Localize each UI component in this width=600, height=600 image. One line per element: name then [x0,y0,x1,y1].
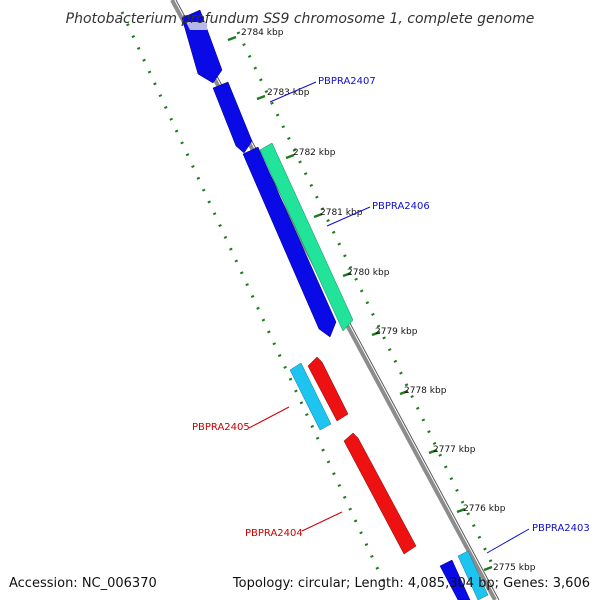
accession-text: Accession: NC_006370 [9,576,157,591]
tick-label-2779: 2779 kbp [375,327,418,337]
label-pbpra2404[interactable]: PBPRA2404 [245,528,303,539]
pseudo-genes [289,362,489,600]
tick-labels: 2784 kbp 2783 kbp 2782 kbp 2781 kbp 2780… [241,28,536,573]
label-pbpra2407[interactable]: PBPRA2407 [318,76,376,87]
summary-text: Topology: circular; Length: 4,085,304 bp… [232,576,590,591]
gene-reverse-upper[interactable] [307,356,349,422]
gene-forward-bottom[interactable] [439,559,471,600]
gene-pbpra2403[interactable] [457,550,489,600]
tick-label-2776: 2776 kbp [463,504,506,514]
tick-label-2782: 2782 kbp [293,148,336,158]
tick-label-2783: 2783 kbp [267,88,310,98]
label-pbpra2406[interactable]: PBPRA2406 [372,201,430,212]
gene-pbpra2407[interactable] [212,81,253,154]
label-pbpra2403[interactable]: PBPRA2403 [532,523,590,534]
tick-label-2780: 2780 kbp [347,268,390,278]
gene-pbpra2404[interactable] [343,432,417,555]
gene-pbpra2406[interactable] [259,142,354,332]
forward-genes [181,9,471,600]
label-pbpra2405[interactable]: PBPRA2405 [192,422,250,433]
gene-label-leaders [248,81,530,554]
tick-label-2778: 2778 kbp [404,386,447,396]
reverse-genes [307,356,417,555]
gene-top-faint [186,22,207,30]
map-title: Photobacterium profundum SS9 chromosome … [66,11,535,27]
tick-label-2784: 2784 kbp [241,28,284,38]
gene-forward-long[interactable] [242,146,337,338]
tick-label-2777: 2777 kbp [433,445,476,455]
gene-labels: PBPRA2407 PBPRA2406 PBPRA2405 PBPRA2404 … [192,76,590,539]
inner-dotted-track [120,11,387,586]
tick-label-2781: 2781 kbp [320,208,363,218]
tick-marks [227,35,493,572]
tick-label-2775: 2775 kbp [493,563,536,573]
outer-dotted-track [236,31,497,571]
gene-pbpra2405[interactable] [289,362,332,431]
